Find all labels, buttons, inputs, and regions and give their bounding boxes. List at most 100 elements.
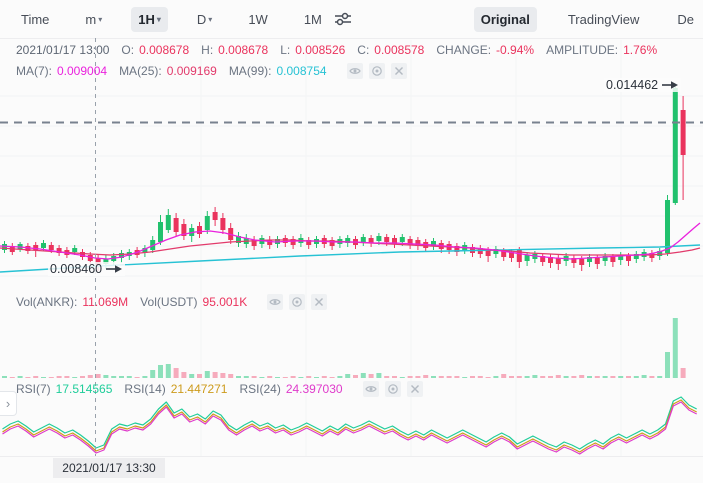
ma-legend: MA(7): 0.009004 MA(25): 0.009169 MA(99): 0.00… <box>16 63 407 79</box>
close-icon <box>394 67 403 75</box>
rsi-legend: RSI(7) 17.514565 RSI(14) 21.447271 RSI(24) 24… <box>16 381 423 397</box>
legend-pair-value: 0.008678 <box>139 43 190 57</box>
view-depth-tab[interactable]: De <box>670 7 701 32</box>
ma-indicator-close-button[interactable] <box>390 63 407 79</box>
toolbar-item-label: Time <box>21 11 50 27</box>
legend-pair: AMPLITUDE: 1.76% <box>546 42 657 58</box>
legend-pair-value: 0.009004 <box>57 64 108 78</box>
legend-pair-label: CHANGE: <box>436 43 492 57</box>
interval-tabs: Time m ▾ 1H ▾ D ▾ 1W 1M <box>14 6 329 32</box>
legend-pair-label: O: <box>121 43 135 57</box>
close-icon <box>410 385 419 393</box>
panel-expand-button[interactable]: › <box>0 391 17 416</box>
legend-pair-value: 24.397030 <box>285 382 343 396</box>
toolbar-item-label: m <box>85 11 97 27</box>
legend-pair-label: AMPLITUDE: <box>546 43 619 57</box>
arrow-right-icon <box>662 81 679 89</box>
ma-indicator-icon-group <box>346 63 407 79</box>
chart-toolbar: Time m ▾ 1H ▾ D ▾ 1W 1M Original TradingView De <box>0 0 703 38</box>
legend-pair-value: 11.069M <box>82 295 129 309</box>
rsi-indicator-settings-button[interactable] <box>384 381 401 397</box>
legend-pair-value: 95.001K <box>202 295 248 309</box>
crosshair-time-tooltip: 2021/01/17 13:30 <box>53 458 165 478</box>
chevron-down-icon: ▾ <box>156 15 161 24</box>
price-label-high-value: 0.014462 <box>606 78 659 92</box>
interval-1w-button[interactable]: 1W <box>241 7 275 32</box>
vol-indicator-hide-button[interactable] <box>267 294 284 310</box>
tab-time[interactable]: Time <box>14 7 56 32</box>
interval-1m-button[interactable]: 1M <box>297 7 329 32</box>
bullseye-icon <box>371 66 382 76</box>
legend-pair-value: 0.008526 <box>295 43 346 57</box>
candle-datetime: 2021/01/17 13:00 <box>16 43 110 57</box>
toolbar-item-label: TradingView <box>567 11 640 27</box>
legend-pair-label: MA(25): <box>119 64 162 78</box>
eye-icon <box>364 386 377 392</box>
eye-icon <box>269 299 281 305</box>
legend-pair-label: MA(7): <box>16 64 52 78</box>
legend-pair: MA(7): 0.009004 <box>16 63 107 79</box>
chevron-right-icon: › <box>5 396 11 411</box>
legend-pair-label: C: <box>357 43 370 57</box>
interval-1h-dropdown[interactable]: 1H ▾ <box>131 6 168 32</box>
legend-pair: C: 0.008578 <box>357 42 424 58</box>
legend-pair-value: -0.94% <box>496 43 535 57</box>
price-label-low: 0.008460 <box>48 262 126 276</box>
ma-indicator-hide-button[interactable] <box>346 63 363 79</box>
legend-pair: Vol(USDT) 95.001K <box>140 294 247 310</box>
chart-view-tabs: Original TradingView De <box>473 6 703 32</box>
view-original-tab[interactable]: Original <box>473 6 537 32</box>
legend-pair-label: RSI(24) <box>239 382 281 396</box>
legend-pair-label: L: <box>280 43 291 57</box>
toolbar-item-label: 1M <box>303 11 322 27</box>
vol-indicator-close-button[interactable] <box>311 294 328 310</box>
legend-pair: L: 0.008526 <box>280 42 345 58</box>
ma-indicator-settings-button[interactable] <box>368 63 385 79</box>
volume-legend: Vol(ANKR): 11.069M Vol(USDT) 95.001K <box>16 294 328 310</box>
bullseye-icon <box>292 297 303 307</box>
toolbar-item-label: De <box>677 11 694 27</box>
rsi-indicator-hide-button[interactable] <box>362 381 379 397</box>
legend-pair-value: 0.009169 <box>166 64 217 78</box>
legend-pair-label: RSI(14) <box>124 382 166 396</box>
indicator-settings-button[interactable] <box>329 7 357 31</box>
vol-indicator-settings-button[interactable] <box>289 294 306 310</box>
price-label-low-value: 0.008460 <box>50 262 103 276</box>
interval-day-dropdown[interactable]: D ▾ <box>190 7 219 32</box>
legend-pair-value: 0.008754 <box>276 64 327 78</box>
view-tradingview-tab[interactable]: TradingView <box>561 7 647 32</box>
rsi-indicator-icon-group <box>362 381 423 397</box>
rsi-indicator-close-button[interactable] <box>406 381 423 397</box>
legend-pair: RSI(24) 24.397030 <box>239 381 342 397</box>
toolbar-item-label: 1H <box>138 11 155 27</box>
legend-pair-value: 0.008578 <box>374 43 425 57</box>
legend-pair-label: MA(99): <box>228 64 272 78</box>
legend-pair-value: 1.76% <box>623 43 658 57</box>
legend-pair: MA(99): 0.008754 <box>229 63 327 79</box>
chevron-down-icon: ▾ <box>208 15 213 24</box>
chevron-down-icon: ▾ <box>98 15 103 24</box>
eye-icon <box>348 68 361 74</box>
toolbar-item-label: Original <box>480 11 530 27</box>
legend-pair-label: Vol(ANKR): <box>16 295 78 309</box>
toolbar-item-label: D <box>196 11 207 27</box>
bullseye-icon <box>387 384 398 394</box>
legend-pair-label: Vol(USDT) <box>140 295 198 309</box>
legend-pair-value: 0.008678 <box>218 43 269 57</box>
legend-pair-label: H: <box>201 43 214 57</box>
sliders-icon <box>334 12 351 26</box>
legend-pair-value: 21.447271 <box>170 382 228 396</box>
legend-pair: Vol(ANKR): 11.069M <box>16 294 128 310</box>
close-icon <box>315 298 324 306</box>
legend-pair: CHANGE: -0.94% <box>436 42 534 58</box>
legend-pair-value: 17.514565 <box>55 382 113 396</box>
legend-pair: RSI(14) 21.447271 <box>124 381 227 397</box>
ohlc-legend: 2021/01/17 13:00 O: 0.008678 H: 0.008678 L: 0… <box>16 42 657 58</box>
legend-pair: H: 0.008678 <box>201 42 268 58</box>
legend-pair: RSI(7) 17.514565 <box>16 381 112 397</box>
interval-minutes-dropdown[interactable]: m ▾ <box>78 7 109 32</box>
price-label-high: 0.014462 <box>604 78 682 92</box>
legend-pair-label: RSI(7) <box>16 382 51 396</box>
